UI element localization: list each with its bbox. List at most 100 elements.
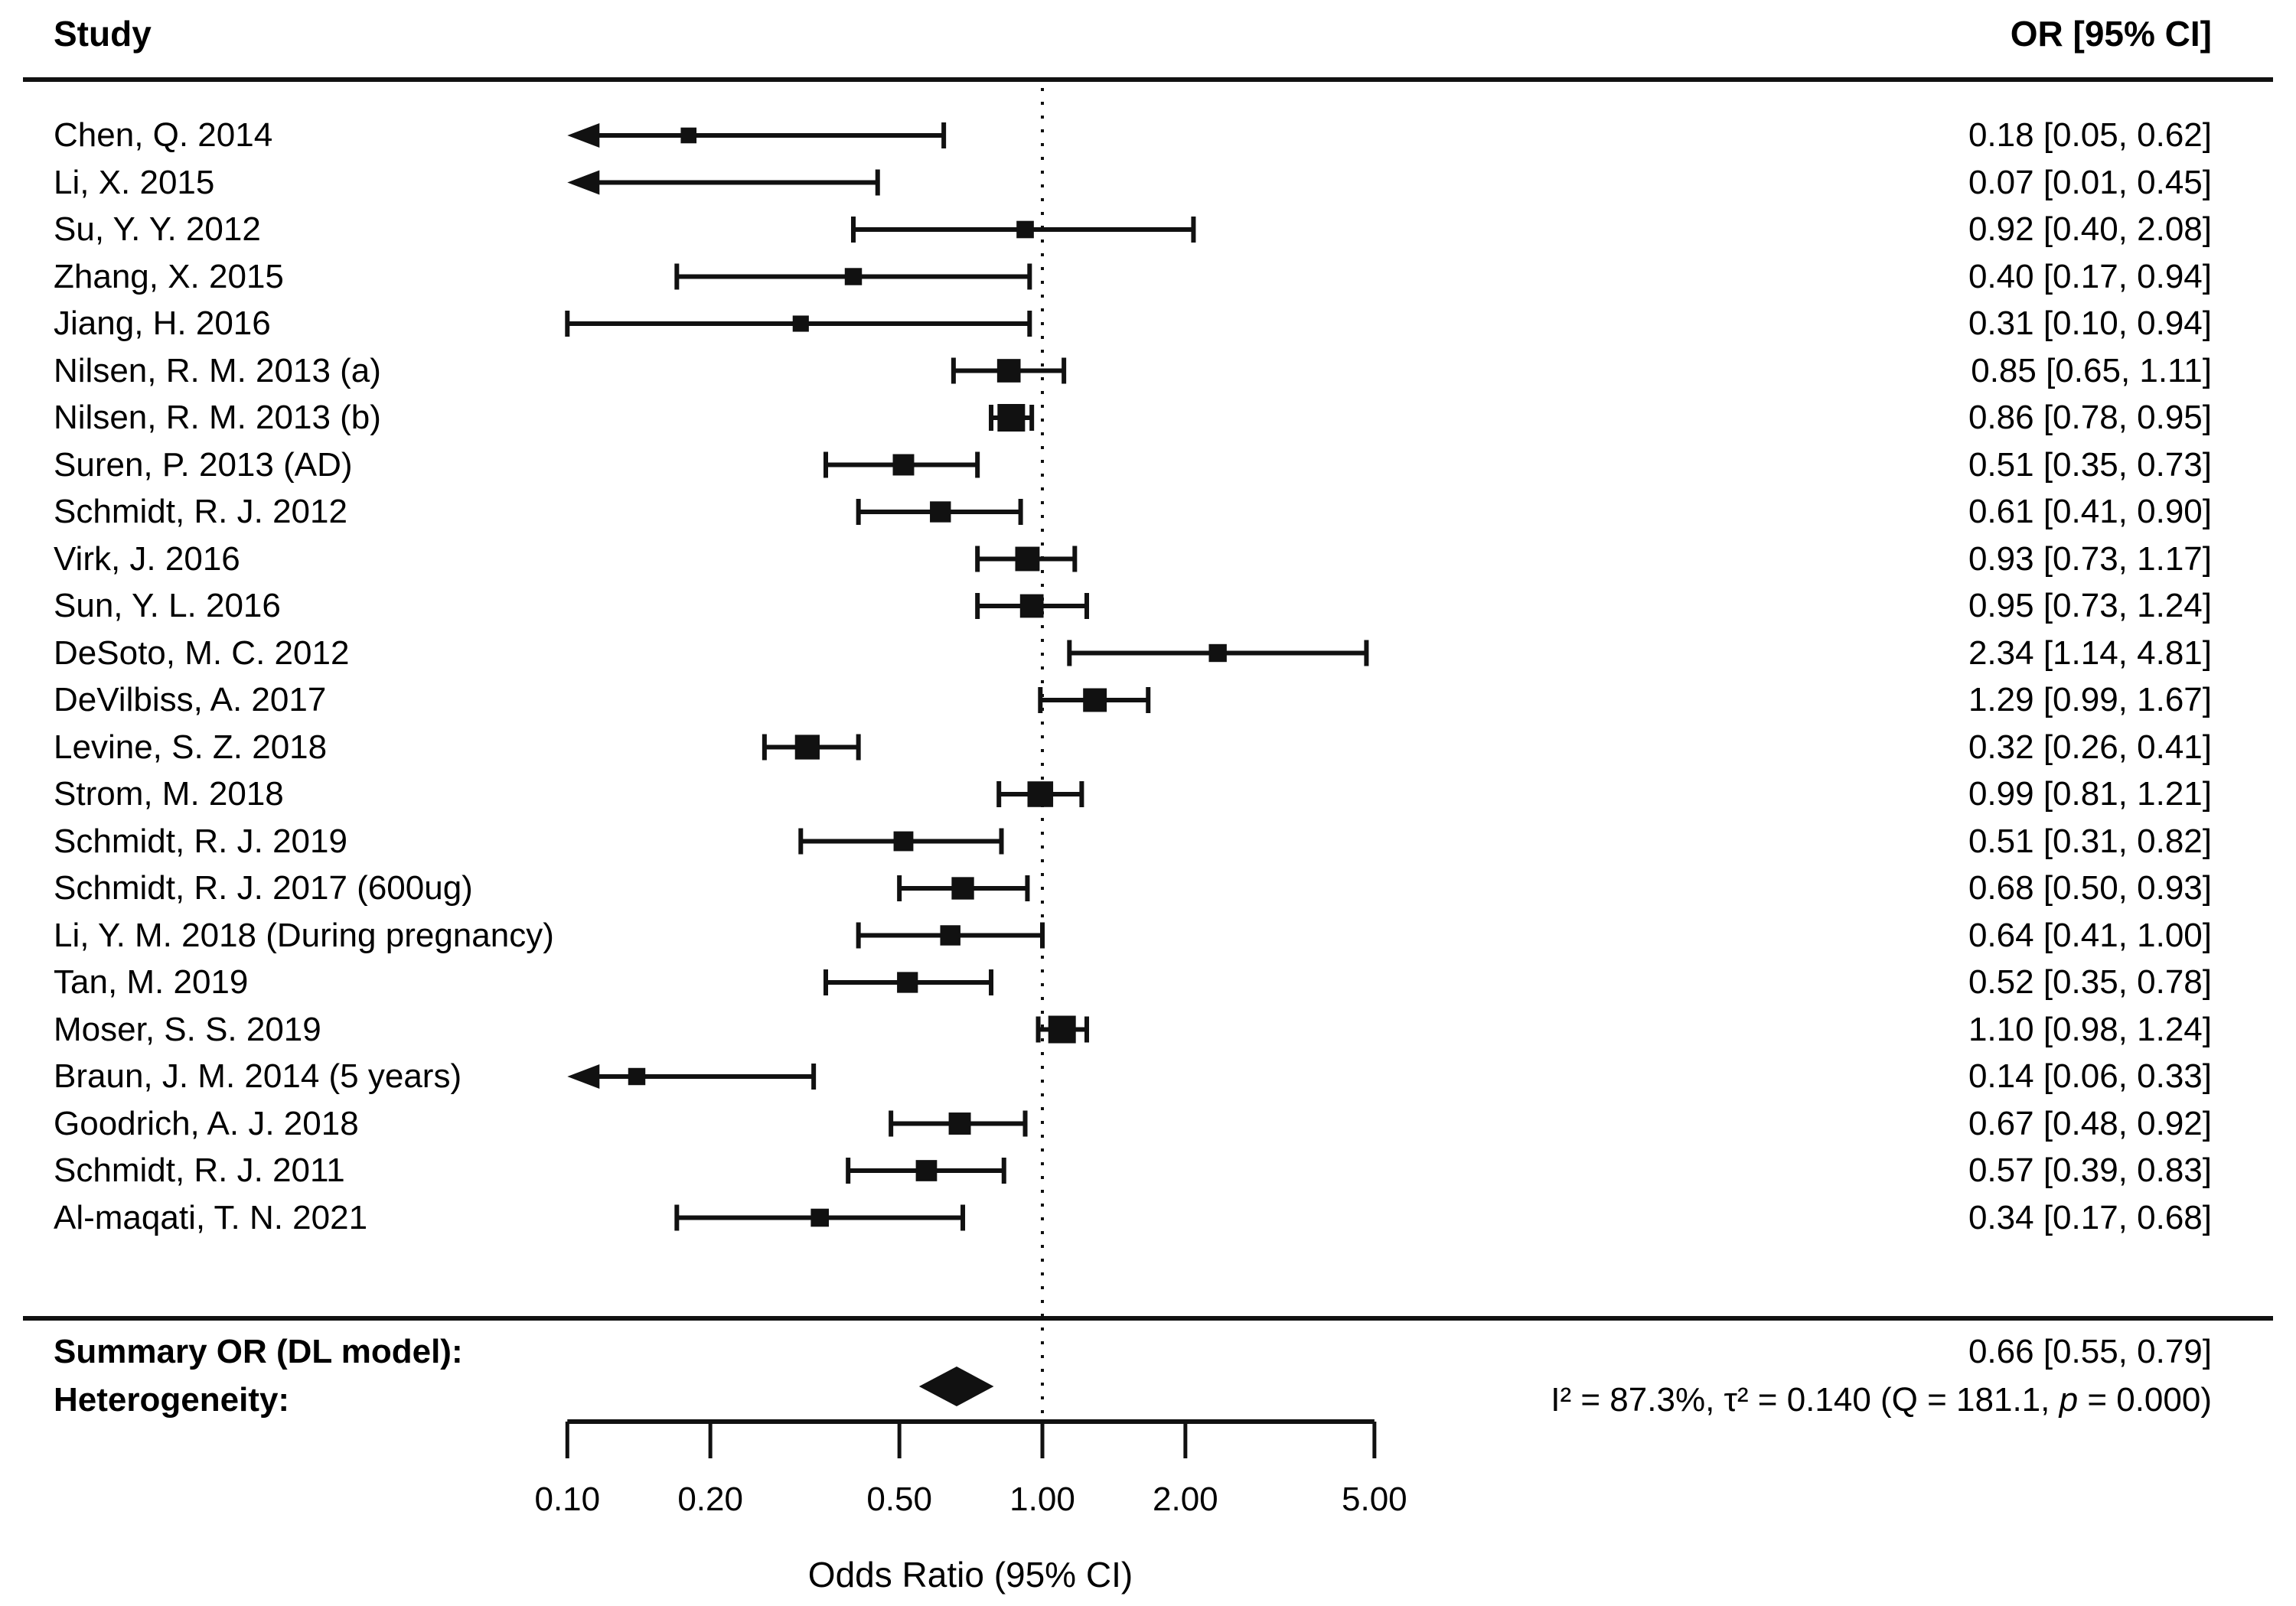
or-value: 0.51 [0.35, 0.73] xyxy=(1968,445,2212,484)
left-arrow-icon xyxy=(567,123,600,148)
or-value: 0.40 [0.17, 0.94] xyxy=(1968,257,2212,295)
study-ci xyxy=(565,311,1032,337)
effect-square xyxy=(810,1208,829,1227)
or-value: 0.57 [0.39, 0.83] xyxy=(1968,1152,2212,1189)
effect-square xyxy=(892,454,915,476)
study-ci xyxy=(889,1110,1028,1137)
effect-square xyxy=(792,315,809,332)
effect-square xyxy=(940,925,960,946)
effect-square xyxy=(893,831,914,852)
study-ci xyxy=(975,546,1078,572)
effect-square xyxy=(1019,594,1044,618)
effect-square xyxy=(996,359,1021,383)
study-label: Levine, S. Z. 2018 xyxy=(54,728,328,766)
study-ci xyxy=(567,122,947,148)
effect-square xyxy=(1016,220,1034,239)
study-label: DeVilbiss, A. 2017 xyxy=(54,681,327,718)
study-ci xyxy=(762,734,861,761)
or-value: 0.18 [0.05, 0.62] xyxy=(1968,116,2212,154)
study-label: DeSoto, M. C. 2012 xyxy=(54,634,350,672)
effect-square xyxy=(951,877,974,900)
x-axis-tick-label: 2.00 xyxy=(1153,1481,1218,1518)
or-value: 0.93 [0.73, 1.17] xyxy=(1968,539,2212,578)
study-label: Strom, M. 2018 xyxy=(54,775,284,813)
left-arrow-icon xyxy=(567,1064,600,1089)
study-ci xyxy=(897,875,1030,901)
study-ci xyxy=(951,357,1067,384)
or-value: 0.85 [0.65, 1.11] xyxy=(1971,351,2212,389)
study-label: Schmidt, R. J. 2019 xyxy=(54,822,347,860)
study-label: Nilsen, R. M. 2013 (b) xyxy=(54,399,381,436)
effect-square xyxy=(997,404,1026,432)
effect-square xyxy=(1048,1015,1076,1044)
effect-square xyxy=(930,501,951,523)
study-ci xyxy=(856,922,1045,949)
heterogeneity-stats-pre: I² = 87.3%, τ² = 0.140 (Q = 181.1, xyxy=(1551,1381,2060,1419)
study-label: Jiang, H. 2016 xyxy=(54,305,271,342)
study-ci xyxy=(823,451,980,478)
study-ci xyxy=(823,969,994,995)
study-ci xyxy=(850,217,1196,243)
study-label: Sun, Y. L. 2016 xyxy=(54,587,281,624)
or-value: 0.92 [0.40, 2.08] xyxy=(1968,210,2212,248)
effect-square xyxy=(628,1067,646,1086)
or-value: 0.99 [0.81, 1.21] xyxy=(1968,775,2212,813)
or-value: 0.86 [0.78, 0.95] xyxy=(1968,399,2212,436)
study-label: Braun, J. M. 2014 (5 years) xyxy=(54,1057,462,1095)
study-label: Chen, Q. 2014 xyxy=(54,116,273,154)
summary-diamond xyxy=(918,1367,994,1406)
study-label: Zhang, X. 2015 xyxy=(54,257,284,295)
study-ci xyxy=(798,828,1004,855)
study-label: Li, X. 2015 xyxy=(54,163,215,201)
study-label: Tan, M. 2019 xyxy=(54,963,249,1001)
heterogeneity-stats-post: = 0.000) xyxy=(2078,1381,2212,1419)
study-ci xyxy=(567,1064,817,1090)
effect-square xyxy=(915,1160,938,1181)
study-ci xyxy=(996,781,1084,807)
or-value: 1.29 [0.99, 1.67] xyxy=(1968,681,2212,718)
study-label: Nilsen, R. M. 2013 (a) xyxy=(54,351,381,389)
effect-square xyxy=(897,972,918,993)
effect-square xyxy=(1015,546,1040,572)
or-value: 0.67 [0.48, 0.92] xyxy=(1968,1104,2212,1142)
study-ci xyxy=(674,263,1032,290)
x-axis-tick-label: 1.00 xyxy=(1009,1481,1075,1518)
or-value: 1.10 [0.98, 1.24] xyxy=(1968,1010,2212,1048)
summary-or-value: 0.66 [0.55, 0.79] xyxy=(1968,1333,2212,1370)
heterogeneity-label: Heterogeneity: xyxy=(54,1381,290,1419)
study-label: Suren, P. 2013 (AD) xyxy=(54,445,353,484)
or-value: 0.64 [0.41, 1.00] xyxy=(1968,916,2212,954)
study-label: Virk, J. 2016 xyxy=(54,539,240,578)
or-value: 0.95 [0.73, 1.24] xyxy=(1968,587,2212,624)
study-ci xyxy=(989,404,1035,432)
header-divider-line xyxy=(23,77,2273,82)
or-value: 0.51 [0.31, 0.82] xyxy=(1968,822,2212,860)
study-ci xyxy=(846,1158,1006,1184)
or-value: 0.32 [0.26, 0.41] xyxy=(1968,728,2212,766)
x-axis-tick-label: 0.50 xyxy=(866,1481,932,1518)
study-label: Su, Y. Y. 2012 xyxy=(54,210,261,248)
study-ci xyxy=(674,1204,966,1231)
study-label: Schmidt, R. J. 2011 xyxy=(54,1152,345,1189)
effect-square xyxy=(1208,643,1227,663)
study-ci xyxy=(975,593,1089,619)
heterogeneity-stats-p: p xyxy=(2059,1381,2079,1419)
study-label: Moser, S. S. 2019 xyxy=(54,1010,321,1048)
or-value: 0.14 [0.06, 0.33] xyxy=(1968,1057,2212,1095)
effect-square xyxy=(844,268,863,285)
study-label: Li, Y. M. 2018 (During pregnancy) xyxy=(54,916,554,954)
study-label: Schmidt, R. J. 2017 (600ug) xyxy=(54,869,473,907)
study-ci xyxy=(1067,640,1369,666)
or-value: 0.31 [0.10, 0.94] xyxy=(1968,305,2212,342)
or-column-header: OR [95% CI] xyxy=(2010,14,2212,54)
effect-square xyxy=(794,735,820,760)
summary-or-label: Summary OR (DL model): xyxy=(54,1333,463,1370)
or-value: 0.61 [0.41, 0.90] xyxy=(1968,493,2212,530)
study-ci xyxy=(1035,1015,1089,1044)
or-value: 0.52 [0.35, 0.78] xyxy=(1968,963,2212,1001)
study-label: Goodrich, A. J. 2018 xyxy=(54,1104,359,1142)
study-ci xyxy=(567,169,880,196)
effect-square xyxy=(680,127,697,144)
left-arrow-icon xyxy=(567,170,600,195)
